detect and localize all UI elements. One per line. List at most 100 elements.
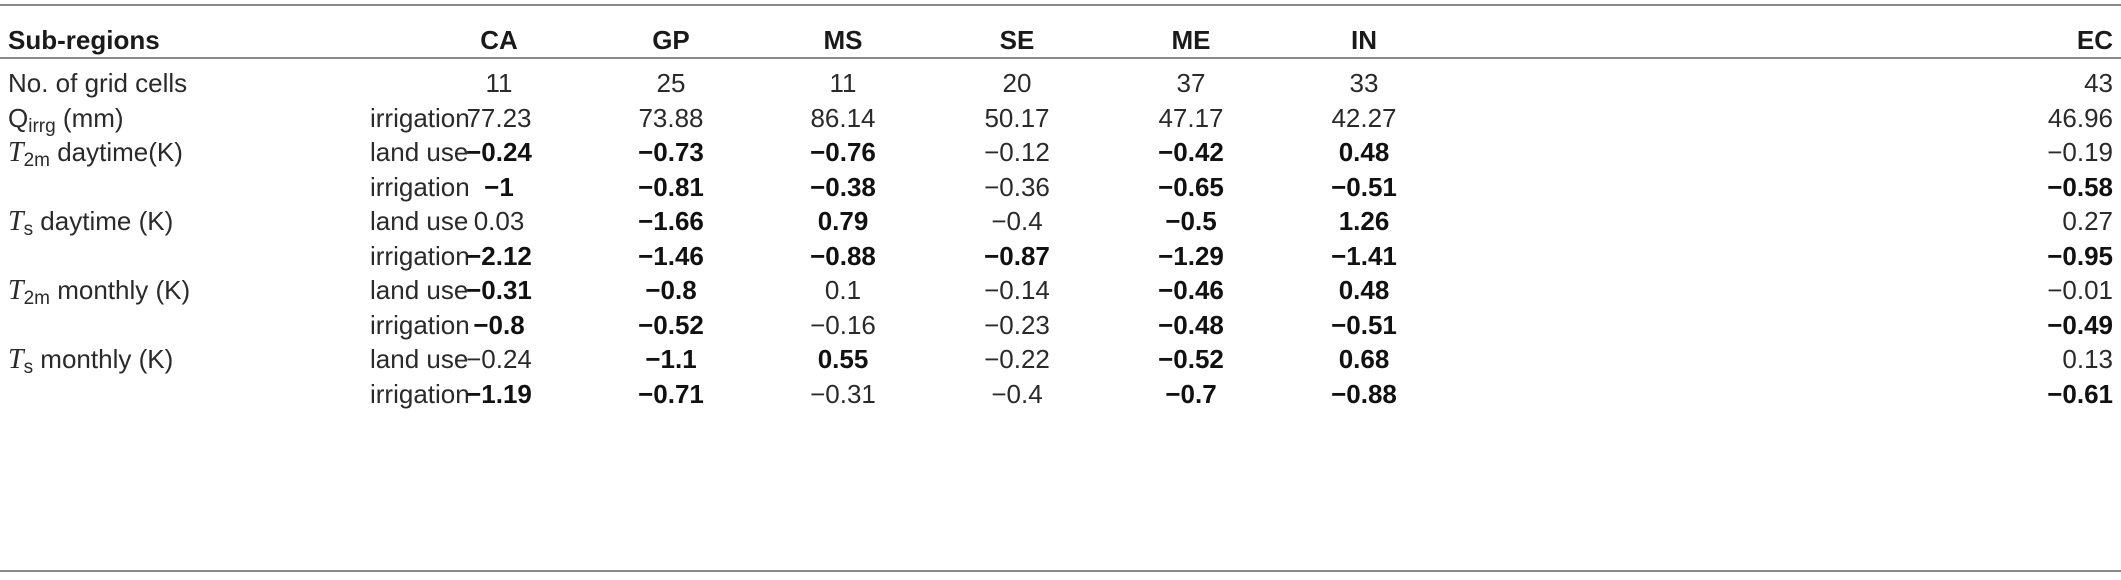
- header-row: Sub-regions CA GP MS SE ME IN EC: [0, 17, 2121, 63]
- value-cell-se: −0.36: [984, 172, 1050, 202]
- value-cell-in: 1.26: [1338, 206, 1390, 236]
- row-experiment-label: irrigation: [370, 379, 470, 409]
- value-cell-me: −0.52: [1158, 344, 1224, 374]
- value-cell-me: −0.7: [1165, 379, 1217, 409]
- value-cell-ms: 0.1: [824, 275, 862, 305]
- value-cell-gp: −1.66: [638, 206, 704, 236]
- value-cell-ms: 0.55: [817, 344, 869, 374]
- variable-unit: daytime (K): [33, 206, 174, 236]
- row-experiment-label: land use: [370, 344, 469, 374]
- variable-subscript: s: [23, 357, 34, 378]
- value-cell-se: −0.14: [984, 275, 1050, 305]
- value-cell-in: −0.51: [1331, 310, 1397, 340]
- table-row: irrigation −1 −0.81 −0.38 −0.36 −0.65 −0.51 −0.…: [0, 164, 2121, 210]
- value-cell-ca: −0.24: [466, 344, 532, 374]
- value-cell-ec: 43: [2084, 68, 2113, 98]
- value-cell-ms: 11: [829, 68, 857, 98]
- value-cell-ca: −1: [484, 172, 514, 202]
- value-cell-ca: −0.8: [473, 310, 525, 340]
- value-cell-ca: 11: [485, 68, 513, 98]
- row-variable-label: Ts monthly (K): [8, 336, 173, 382]
- value-cell-gp: −1.1: [645, 344, 697, 374]
- row-experiment-label: land use: [370, 206, 469, 236]
- table-row: T2m monthly (K) land use −0.31 −0.8 0.1 −0.14…: [0, 267, 2121, 313]
- value-cell-ms: −0.31: [810, 379, 876, 409]
- value-cell-ms: −0.88: [810, 241, 876, 271]
- variable-symbol: Q: [8, 103, 29, 133]
- row-variable-label: T2m daytime(K): [8, 129, 183, 175]
- value-cell-in: −0.51: [1331, 172, 1397, 202]
- row-experiment-label: irrigation: [370, 103, 470, 133]
- value-cell-in: 33: [1349, 68, 1379, 98]
- value-cell-se: 20: [1002, 68, 1032, 98]
- value-cell-ca: −2.12: [466, 241, 532, 271]
- column-header-ms: MS: [823, 25, 863, 55]
- row-variable-label: T2m monthly (K): [8, 267, 190, 313]
- value-cell-gp: −0.52: [638, 310, 704, 340]
- value-cell-ec: −0.19: [2047, 137, 2113, 167]
- value-cell-in: 0.68: [1338, 344, 1390, 374]
- column-header-gp: GP: [652, 25, 690, 55]
- value-cell-gp: 25: [656, 68, 686, 98]
- table-row: Qirrg (mm) irrigation 77.23 73.88 86.14 50.17…: [0, 95, 2121, 141]
- value-cell-se: −0.87: [984, 241, 1050, 271]
- header-rule: [0, 57, 2121, 59]
- value-cell-ec: 0.13: [2062, 344, 2113, 374]
- value-cell-in: 0.48: [1338, 275, 1390, 305]
- column-header-in: IN: [1351, 25, 1377, 55]
- table-row: irrigation −0.8 −0.52 −0.16 −0.23 −0.48 −0.51 −…: [0, 302, 2121, 348]
- variable-subscript: 2m: [23, 150, 50, 171]
- value-cell-se: −0.4: [991, 379, 1043, 409]
- value-cell-me: 37: [1176, 68, 1206, 98]
- value-cell-se: −0.22: [984, 344, 1050, 374]
- value-cell-ec: −0.01: [2047, 275, 2113, 305]
- row-experiment-label: irrigation: [370, 172, 470, 202]
- value-cell-ms: −0.16: [810, 310, 876, 340]
- value-cell-ca: −1.19: [466, 379, 532, 409]
- value-cell-gp: 73.88: [638, 103, 704, 133]
- value-cell-ca: 77.23: [466, 103, 532, 133]
- value-cell-se: 50.17: [984, 103, 1050, 133]
- variable-subscript: irrg: [28, 116, 56, 137]
- table-row: No. of grid cells 11 25 11 20 37 33 43: [0, 60, 2121, 106]
- value-cell-ca: −0.31: [466, 275, 532, 305]
- value-cell-in: 42.27: [1331, 103, 1397, 133]
- column-header-me: ME: [1171, 25, 1211, 55]
- value-cell-me: −0.65: [1158, 172, 1224, 202]
- variable-unit: (mm): [55, 103, 124, 133]
- value-cell-ms: −0.76: [810, 137, 876, 167]
- row-experiment-label: irrigation: [370, 310, 470, 340]
- variable-symbol: No. of grid cells: [8, 68, 188, 98]
- row-variable-label: Ts daytime (K): [8, 198, 173, 244]
- row-experiment-label: irrigation: [370, 241, 470, 271]
- value-cell-in: 0.48: [1338, 137, 1390, 167]
- value-cell-gp: −1.46: [638, 241, 704, 271]
- table-row: Ts daytime (K) land use 0.03 −1.66 0.79 −0.4 −…: [0, 198, 2121, 244]
- value-cell-me: −0.46: [1158, 275, 1224, 305]
- variable-symbol: T: [8, 344, 24, 375]
- row-variable-label: No. of grid cells: [8, 60, 187, 106]
- value-cell-ms: 0.79: [817, 206, 869, 236]
- value-cell-ca: −0.24: [466, 137, 532, 167]
- value-cell-gp: −0.8: [645, 275, 697, 305]
- row-experiment-label: land use: [370, 137, 469, 167]
- value-cell-ec: 46.96: [2047, 103, 2113, 133]
- header-row-label: Sub-regions: [8, 25, 160, 55]
- table-row: irrigation −2.12 −1.46 −0.88 −0.87 −1.29 −1.41…: [0, 233, 2121, 279]
- variable-unit: daytime(K): [49, 137, 183, 167]
- value-cell-gp: −0.73: [638, 137, 704, 167]
- row-experiment-label: land use: [370, 275, 469, 305]
- column-header-ec: EC: [2076, 25, 2113, 55]
- value-cell-me: −0.5: [1165, 206, 1217, 236]
- column-header-se: SE: [999, 25, 1035, 55]
- top-rule: [0, 4, 2121, 6]
- value-cell-in: −0.88: [1331, 379, 1397, 409]
- table-row: T2m daytime(K) land use −0.24 −0.73 −0.76 −0.…: [0, 129, 2121, 175]
- variable-symbol: T: [8, 275, 24, 306]
- variable-subscript: 2m: [23, 288, 50, 309]
- row-variable-label: Qirrg (mm): [8, 95, 124, 141]
- value-cell-me: −1.29: [1158, 241, 1224, 271]
- value-cell-in: −1.41: [1331, 241, 1397, 271]
- value-cell-ec: 0.27: [2062, 206, 2113, 236]
- value-cell-ec: −0.49: [2047, 310, 2113, 340]
